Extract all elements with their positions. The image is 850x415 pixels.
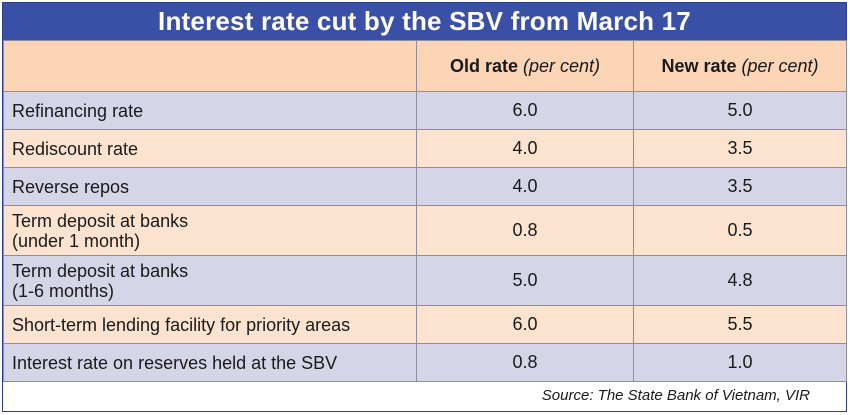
new-rate-cell: 3.5 [633,167,847,206]
old-rate-cell: 0.8 [416,205,634,256]
row-label: Term deposit at banks (under 1 month) [3,205,417,256]
row-label-line1: Term deposit at banks [12,260,189,281]
old-rate-cell: 4.0 [416,167,634,206]
table-title: Interest rate cut by the SBV from March … [3,3,846,40]
table-row: Short-term lending facility for priority… [3,305,847,344]
old-rate-cell: 6.0 [416,91,634,130]
new-rate-cell: 5.5 [633,305,847,344]
header-new-rate-unit: (per cent) [741,55,819,76]
row-label-line2: (under 1 month) [12,230,141,251]
header-new-rate: New rate (per cent) [633,40,847,92]
row-label: Refinancing rate [3,91,417,130]
row-label: Term deposit at banks (1-6 months) [3,255,417,306]
old-rate-cell: 4.0 [416,129,634,168]
old-rate-cell: 0.8 [416,343,634,382]
table-row: Term deposit at banks (1-6 months) 5.0 4… [3,255,847,306]
row-label: Short-term lending facility for priority… [3,305,417,344]
table-row: Refinancing rate 6.0 5.0 [3,91,847,130]
row-label: Reverse repos [3,167,417,206]
new-rate-cell: 5.0 [633,91,847,130]
table-row: Reverse repos 4.0 3.5 [3,167,847,206]
row-label-line1: Term deposit at banks [12,210,189,231]
old-rate-cell: 6.0 [416,305,634,344]
header-new-rate-label: New rate [661,55,737,76]
row-label: Interest rate on reserves held at the SB… [3,343,417,382]
rates-table: Old rate (per cent) New rate (per cent) … [3,40,847,382]
new-rate-cell: 3.5 [633,129,847,168]
new-rate-cell: 1.0 [633,343,847,382]
header-old-rate-unit: (per cent) [523,55,601,76]
table-row: Interest rate on reserves held at the SB… [3,343,847,382]
header-old-rate-label: Old rate [449,55,518,76]
table-row: Term deposit at banks (under 1 month) 0.… [3,205,847,256]
row-label-line2: (1-6 months) [12,280,115,301]
header-old-rate: Old rate (per cent) [416,40,634,92]
old-rate-cell: 5.0 [416,255,634,306]
row-label: Rediscount rate [3,129,417,168]
header-row: Old rate (per cent) New rate (per cent) [3,40,847,92]
new-rate-cell: 4.8 [633,255,847,306]
table-row: Rediscount rate 4.0 3.5 [3,129,847,168]
new-rate-cell: 0.5 [633,205,847,256]
header-blank [3,40,417,92]
source-note: Source: The State Bank of Vietnam, VIR [541,387,810,404]
